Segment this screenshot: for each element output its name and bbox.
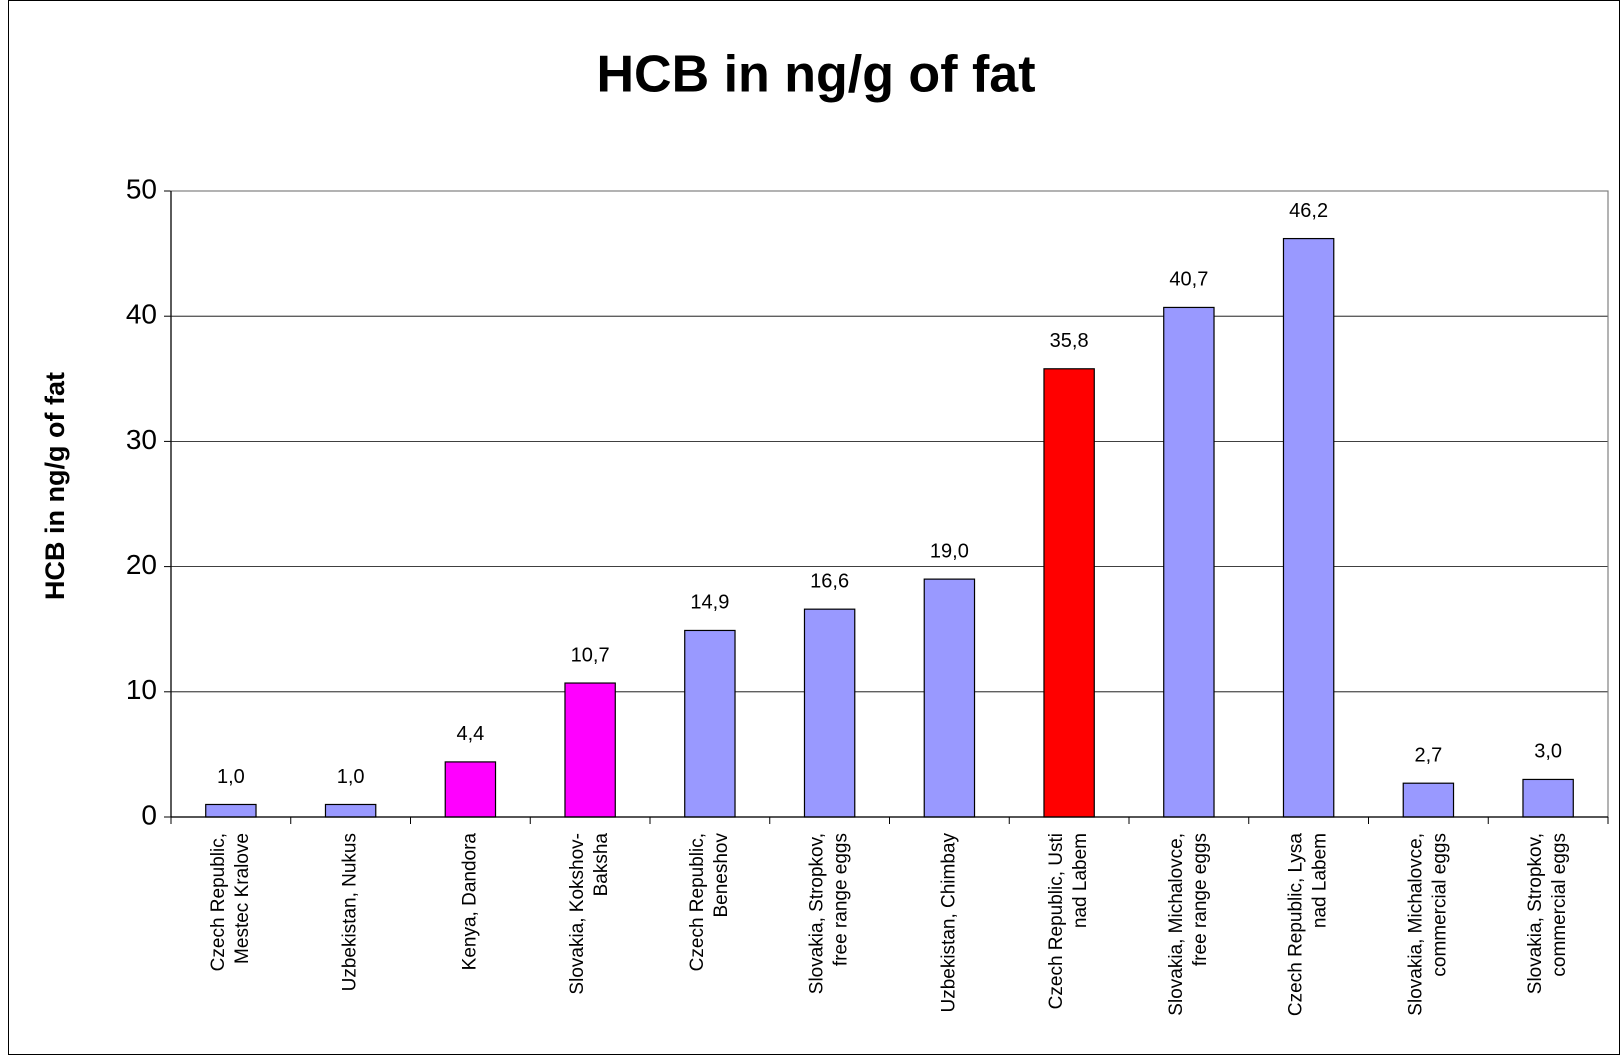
x-tick-label: Uzbekistan, Chimbay (938, 833, 959, 1013)
bar (564, 682, 616, 818)
x-tick-label: Uzbekistan, Nukus (340, 833, 361, 991)
x-tick-label-line: Kenya, Dandora (459, 833, 480, 971)
x-tick-label: Czech Republic, Usti nad Labem (1046, 833, 1091, 1009)
x-tick-label: Slovakia, Stropkov, free range eggs (807, 833, 852, 994)
x-tick-label: Slovakia, Stropkov, commercial eggs (1525, 833, 1570, 994)
x-tick-label: Czech Republic, Mestec Kralove (208, 833, 253, 971)
value-label: 1,0 (337, 766, 365, 788)
x-tick-label-line: Czech Republic, (687, 833, 708, 971)
y-tick-label: 30 (126, 424, 157, 455)
value-label: 40,7 (1169, 269, 1208, 291)
value-label: 16,6 (810, 570, 849, 592)
bar (1163, 306, 1215, 818)
value-label: 3,0 (1534, 741, 1562, 763)
x-tick-label: Kenya, Dandora (459, 833, 480, 971)
x-tick-label-line: nad Labem (1310, 833, 1331, 928)
value-label: 46,2 (1289, 200, 1328, 222)
bar (1282, 237, 1335, 818)
x-tick-label: Czech Republic, Beneshov (687, 833, 732, 972)
x-tick-label-line: Slovakia, Stropkov, (1525, 833, 1546, 994)
x-tick-label-line: Slovakia, Michalovce, (1166, 833, 1187, 1016)
x-tick-label-line: commercial eggs (1429, 833, 1450, 977)
value-label: 10,7 (571, 644, 610, 666)
x-tick-label-line: Uzbekistan, Chimbay (938, 833, 959, 1013)
bar (444, 761, 497, 818)
x-tick-label-line: Mestec Kralove (232, 833, 253, 964)
x-tick-label-line: Czech Republic, Lysa (1286, 833, 1307, 1016)
bar (803, 608, 856, 818)
x-tick-label-line: free range eggs (1190, 833, 1211, 966)
value-label: 2,7 (1414, 744, 1442, 766)
x-tick-label-line: commercial eggs (1549, 833, 1570, 977)
y-tick-label: 20 (126, 549, 157, 580)
x-tick-label-line: nad Labem (1070, 833, 1091, 928)
chart-frame (8, 0, 1620, 1055)
x-tick-label-line: free range eggs (831, 833, 852, 966)
value-label: 1,0 (217, 766, 245, 788)
y-tick-label: 0 (141, 799, 157, 830)
x-tick-label: Slovakia, Michalovce, free range eggs (1166, 833, 1211, 1016)
x-tick-label-line: Baksha (591, 833, 612, 897)
x-tick-label-line: Slovakia, Stropkov, (807, 833, 828, 994)
x-tick-label-line: Czech Republic, (208, 833, 229, 971)
bar (923, 578, 976, 818)
x-tick-label-line: Slovakia, Michalovce, (1405, 833, 1426, 1016)
y-tick-label: 50 (126, 173, 157, 204)
bar (1043, 368, 1095, 818)
bar (1522, 778, 1574, 818)
bar (1402, 782, 1455, 818)
value-label: 4,4 (456, 723, 484, 745)
y-axis-label: HCB in ng/g of fat (40, 372, 70, 600)
x-tick-label-line: Slovakia, Kokshov- (567, 833, 588, 995)
y-tick-label: 40 (126, 299, 157, 330)
x-tick-label-line: Uzbekistan, Nukus (340, 833, 361, 991)
x-tick-label-line: Beneshov (711, 833, 732, 918)
bar (324, 803, 377, 818)
value-label: 14,9 (690, 592, 729, 614)
value-label: 19,0 (930, 540, 969, 562)
value-label: 35,8 (1050, 330, 1089, 352)
x-tick-label: Czech Republic, Lysa nad Labem (1286, 833, 1331, 1016)
x-tick-label-line: Czech Republic, Usti (1046, 833, 1067, 1009)
chart-title: HCB in ng/g of fat (596, 46, 1035, 104)
x-tick-label: Slovakia, Michalovce, commercial eggs (1405, 833, 1450, 1016)
x-tick-label: Slovakia, Kokshov- Baksha (567, 833, 612, 995)
bar (205, 803, 257, 818)
bar (684, 629, 736, 818)
y-tick-label: 10 (126, 674, 157, 705)
